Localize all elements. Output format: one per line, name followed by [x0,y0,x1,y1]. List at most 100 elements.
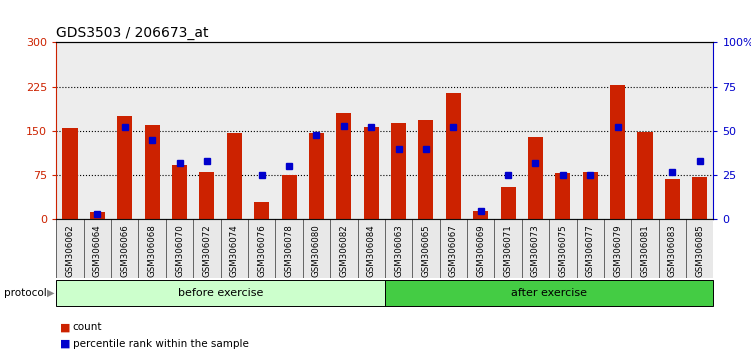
Bar [111,42,138,219]
Bar [659,219,686,278]
Bar [385,42,412,219]
Bar [610,85,625,219]
Text: GSM306065: GSM306065 [421,224,430,277]
Bar [248,219,276,278]
Bar [385,280,713,306]
Bar [555,173,571,219]
Bar [309,133,324,219]
Bar [692,177,707,219]
Bar [145,125,160,219]
Bar [111,219,138,278]
Bar [412,42,439,219]
Bar [117,116,132,219]
Text: GSM306072: GSM306072 [203,224,212,277]
Bar [303,219,330,278]
Text: GSM306079: GSM306079 [613,224,622,277]
Text: GSM306068: GSM306068 [148,224,157,277]
Bar [357,42,385,219]
Text: ■: ■ [60,322,71,332]
Bar [193,42,221,219]
Bar [336,113,351,219]
Text: count: count [73,322,102,332]
Bar [276,42,303,219]
Text: protocol: protocol [4,288,47,298]
Bar [357,219,385,278]
Bar [522,219,549,278]
Text: percentile rank within the sample: percentile rank within the sample [73,339,249,349]
Text: before exercise: before exercise [178,288,264,298]
Text: GSM306069: GSM306069 [476,224,485,277]
Bar [632,219,659,278]
Bar [439,42,467,219]
Bar [577,42,604,219]
Bar [467,42,494,219]
Bar [330,219,357,278]
Text: GSM306066: GSM306066 [120,224,129,277]
Bar [494,219,522,278]
Text: GSM306062: GSM306062 [65,224,74,277]
Bar [276,219,303,278]
Bar [90,212,105,219]
Bar [172,165,187,219]
Text: GSM306063: GSM306063 [394,224,403,277]
Bar [659,42,686,219]
Text: GSM306064: GSM306064 [93,224,102,277]
Text: GSM306076: GSM306076 [257,224,266,277]
Bar [221,42,248,219]
Bar [604,42,632,219]
Bar [138,219,166,278]
Text: GSM306075: GSM306075 [558,224,567,277]
Bar [221,219,248,278]
Bar [501,187,516,219]
Bar [604,219,632,278]
Text: GDS3503 / 206673_at: GDS3503 / 206673_at [56,26,209,40]
Bar [193,219,221,278]
Bar [303,42,330,219]
Bar [363,127,379,219]
Bar [522,42,549,219]
Bar [638,132,653,219]
Bar [166,42,193,219]
Text: GSM306074: GSM306074 [230,224,239,277]
Text: GSM306084: GSM306084 [366,224,376,277]
Bar [391,123,406,219]
Text: GSM306070: GSM306070 [175,224,184,277]
Bar [330,42,357,219]
Bar [439,219,467,278]
Bar [199,172,215,219]
Bar [528,137,543,219]
Bar [665,179,680,219]
Bar [83,219,111,278]
Bar [467,219,494,278]
Bar [494,42,522,219]
Bar [549,219,577,278]
Bar [686,219,713,278]
Bar [254,202,269,219]
Text: GSM306073: GSM306073 [531,224,540,277]
Bar [227,133,242,219]
Bar [577,219,604,278]
Bar [418,120,433,219]
Bar [583,172,598,219]
Text: GSM306083: GSM306083 [668,224,677,277]
Bar [62,128,77,219]
Bar [632,42,659,219]
Text: after exercise: after exercise [511,288,587,298]
Bar [549,42,577,219]
Text: ■: ■ [60,339,71,349]
Bar [56,280,385,306]
Bar [446,93,461,219]
Bar [83,42,111,219]
Text: GSM306081: GSM306081 [641,224,650,277]
Bar [385,219,412,278]
Text: GSM306077: GSM306077 [586,224,595,277]
Text: ▶: ▶ [47,288,55,298]
Text: GSM306080: GSM306080 [312,224,321,277]
Bar [248,42,276,219]
Text: GSM306085: GSM306085 [695,224,704,277]
Bar [56,219,83,278]
Bar [412,219,439,278]
Bar [166,219,193,278]
Bar [282,175,297,219]
Text: GSM306067: GSM306067 [449,224,458,277]
